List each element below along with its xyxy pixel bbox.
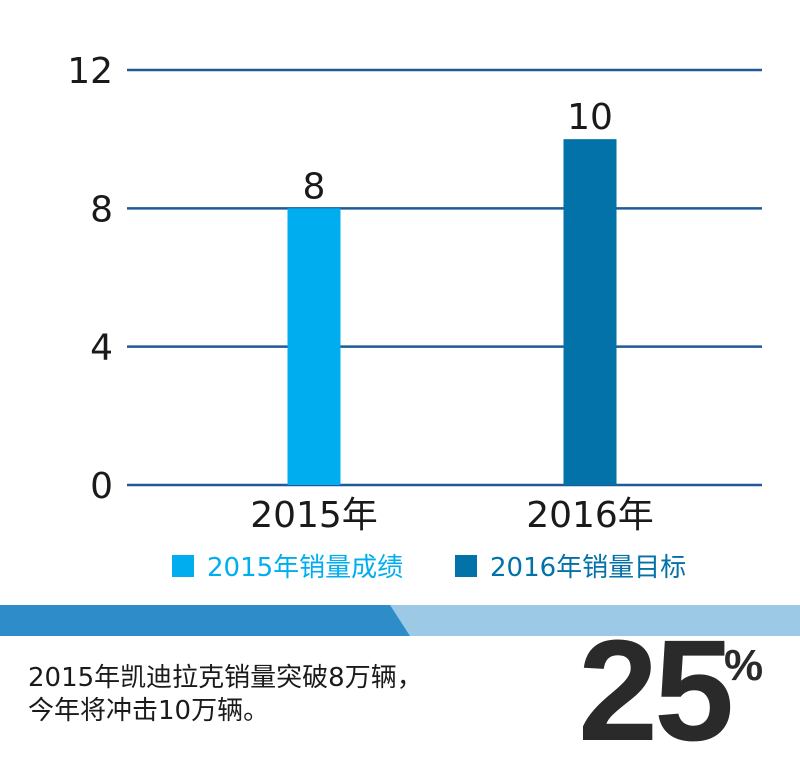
- banner-dark-stripe: [0, 605, 410, 636]
- y-tick-label: 4: [90, 328, 113, 369]
- bar: [563, 139, 617, 485]
- data-label: 8: [303, 166, 326, 207]
- x-category-label: 2016年: [526, 495, 654, 536]
- divider-banner: [0, 605, 800, 636]
- legend-swatch: [455, 555, 477, 577]
- legend-label: 2016年销量目标: [490, 553, 686, 583]
- y-tick-label: 0: [90, 466, 113, 507]
- caption-text: 2015年凯迪拉克销量突破8万辆， 今年将冲击10万辆。: [28, 662, 548, 728]
- x-category-label: 2015年: [250, 495, 378, 536]
- data-label: 10: [567, 97, 613, 138]
- legend-swatch: [172, 555, 194, 577]
- banner-light-stripe: [390, 605, 800, 636]
- highlight-percent: %: [724, 641, 764, 690]
- legend-label: 2015年销量成绩: [207, 553, 403, 583]
- highlight-number: 25: [578, 610, 734, 771]
- bar-chart: 0 4 8 12 8 2015年 10 2016年 2015年销量成绩 2016年销量目标: [67, 51, 762, 583]
- caption-line-2: 今年将冲击10万辆。: [28, 696, 270, 726]
- y-tick-label: 12: [67, 51, 113, 92]
- bar: [287, 208, 341, 486]
- caption-line-1: 2015年凯迪拉克销量突破8万辆，: [28, 663, 423, 693]
- y-tick-label: 8: [90, 189, 113, 230]
